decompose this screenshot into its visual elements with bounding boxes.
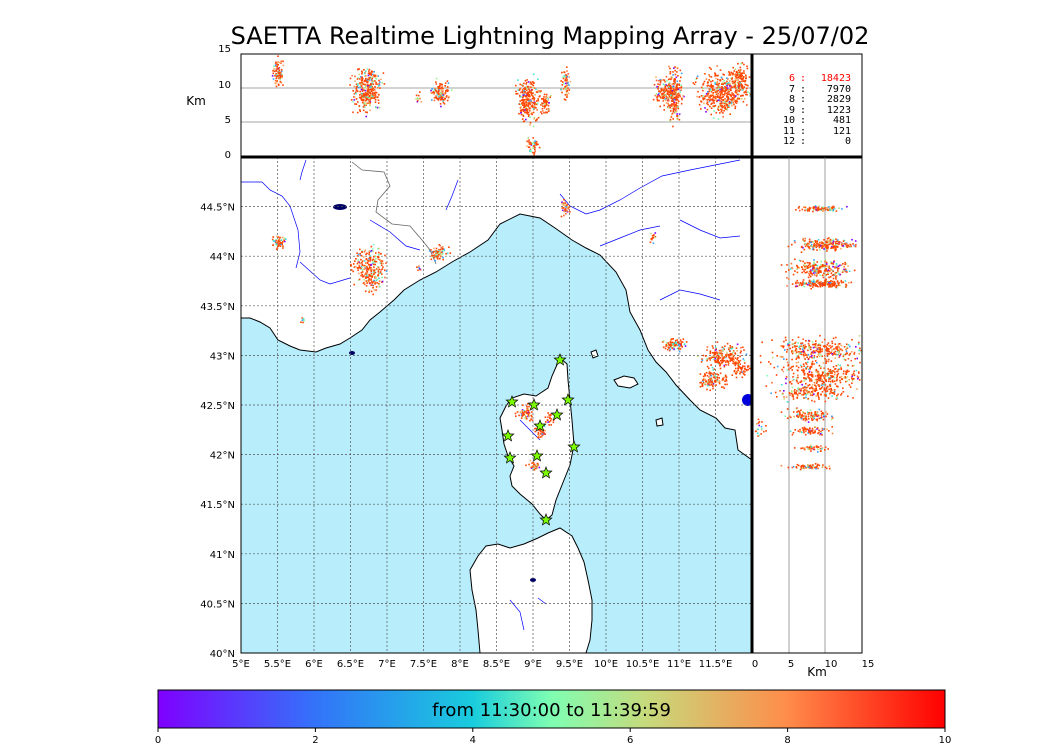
right-panel-xtick: 0 — [752, 659, 758, 670]
station-count-row: 7:7970 — [788, 83, 851, 95]
station-count-row: 10:481 — [782, 115, 851, 126]
lat-tick-label: 43°N — [210, 351, 235, 362]
star-icon — [501, 429, 515, 442]
lon-tick-label: 8°E — [451, 659, 469, 670]
star-icon — [503, 451, 517, 464]
lon-tick-label: 8.5°E — [483, 659, 510, 670]
colorbar-label: from 11:30:00 to 11:39:59 — [432, 700, 671, 721]
right-panel-xtick: 5 — [788, 659, 794, 670]
lake — [742, 394, 752, 406]
sardinia-island — [469, 527, 593, 653]
station-count-row: 6:18423 — [788, 73, 851, 84]
lake — [349, 351, 355, 355]
country-border — [351, 161, 437, 265]
lon-tick-label: 9.5°E — [556, 659, 583, 670]
lon-tick-label: 7°E — [378, 659, 396, 670]
lat-tick-label: 42.5°N — [200, 401, 235, 412]
lon-tick-label: 9°E — [524, 659, 542, 670]
right-panel-x-ticks: 0 5 10 15 — [752, 659, 875, 670]
lat-tick-label: 41°N — [210, 550, 235, 561]
star-icon — [539, 466, 553, 479]
lon-tick-label: 5°E — [232, 659, 250, 670]
altitude-lat-panel — [751, 156, 863, 654]
star-icon — [530, 449, 544, 462]
lon-tick-label: 5.5°E — [264, 659, 291, 670]
star-icon — [550, 408, 564, 421]
top-panel-ytick: 15 — [218, 44, 231, 55]
small-island — [655, 417, 664, 427]
station-count-row: 9:1223 — [788, 104, 851, 116]
map-panel — [240, 156, 753, 654]
lat-tick-label: 44°N — [210, 252, 235, 263]
star-icon — [533, 419, 547, 432]
star-icon — [539, 513, 553, 526]
map-gridlines — [241, 157, 752, 653]
station-count-row: 12:0 — [782, 136, 851, 147]
star-icon — [527, 398, 541, 411]
lightning-sources-map — [271, 199, 751, 471]
altitude-lon-panel — [240, 53, 863, 653]
lon-tick-label: 10°E — [594, 659, 618, 670]
small-island — [590, 349, 599, 359]
station-count-legend: 6:18423 7:7970 8:2829 9:1223 10:481 11:121 12:… — [756, 73, 860, 148]
corsica-island — [499, 357, 575, 521]
colorbar-ticks: 0 2 4 6 8 10 — [155, 728, 952, 746]
rivers — [241, 159, 741, 631]
lake — [333, 204, 347, 210]
longitude-tick-labels: 5°E 5.5°E 6°E 6.5°E 7°E 7.5°E 8°E 8.5°E 9°E 9.5°E… — [232, 659, 732, 670]
star-icon — [561, 393, 575, 406]
top-panel-ytick: 0 — [225, 150, 231, 161]
lma-stations — [501, 353, 581, 526]
colorbar-tick-label: 0 — [155, 735, 161, 746]
colorbar-tick-label: 8 — [784, 735, 790, 746]
top-panel-ylabel: Km — [186, 94, 206, 108]
lon-tick-label: 11°E — [667, 659, 691, 670]
colorbar-tick-label: 4 — [470, 735, 476, 746]
lat-tick-label: 44.5°N — [200, 203, 235, 214]
colorbar: 0 2 4 6 8 10 — [155, 689, 952, 746]
latitude-tick-labels: 44.5°N 44°N 43.5°N 43°N 42.5°N 42°N 41.5°N 41°N… — [200, 203, 235, 660]
lon-tick-label: 6.5°E — [337, 659, 364, 670]
elba-island — [613, 375, 639, 389]
lat-tick-label: 40.5°N — [200, 599, 235, 610]
right-panel-xtick: 10 — [825, 659, 838, 670]
chart-title: SAETTA Realtime Lightning Mapping Array … — [230, 22, 870, 50]
colorbar-tick-label: 2 — [312, 735, 318, 746]
station-count-row: 11:121 — [782, 125, 851, 137]
colorbar-tick-label: 10 — [939, 735, 952, 746]
colorbar-tick-label: 6 — [627, 735, 633, 746]
right-panel-xtick: 15 — [862, 659, 875, 670]
station-count-row: 8:2829 — [788, 94, 851, 105]
top-panel-ytick: 5 — [225, 115, 231, 126]
lon-tick-label: 6°E — [305, 659, 323, 670]
lake — [530, 578, 536, 582]
lon-tick-label: 11.5°E — [699, 659, 733, 670]
lat-tick-label: 43.5°N — [200, 302, 235, 313]
colorbar-gradient — [157, 689, 946, 729]
star-icon — [505, 395, 519, 408]
lightning-sources-lon-alt — [271, 55, 752, 156]
star-icon — [553, 353, 567, 366]
right-panel-xlabel: Km — [807, 665, 827, 679]
lon-tick-label: 7.5°E — [410, 659, 437, 670]
lat-tick-label: 42°N — [210, 451, 235, 462]
lat-tick-label: 40°N — [210, 649, 235, 660]
top-panel-y-ticks: 15 10 5 0 — [218, 44, 231, 161]
lon-tick-label: 10.5°E — [626, 659, 660, 670]
lat-tick-label: 41.5°N — [200, 500, 235, 511]
star-icon — [567, 440, 581, 453]
top-panel-ytick: 10 — [218, 80, 231, 91]
lightning-sources-alt-lat — [754, 205, 862, 471]
